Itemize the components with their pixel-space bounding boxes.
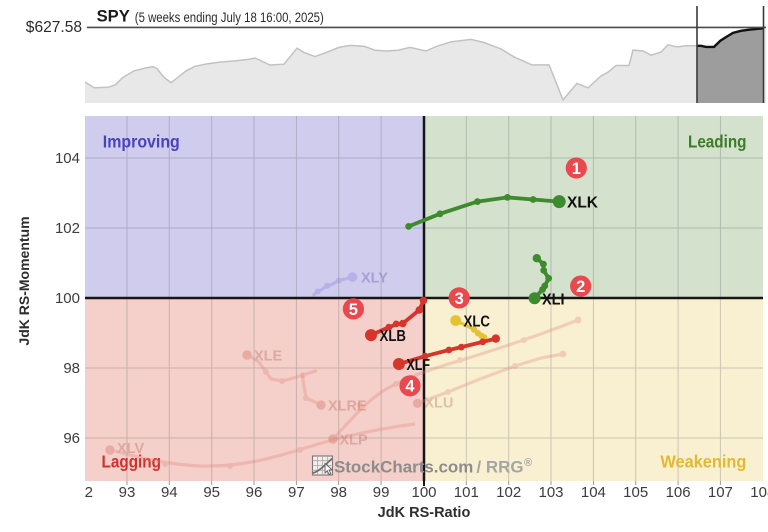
svg-text:96: 96	[63, 430, 80, 447]
svg-text:100: 100	[411, 484, 436, 501]
svg-text:93: 93	[119, 484, 136, 501]
svg-text:5: 5	[349, 301, 358, 319]
svg-text:99: 99	[373, 484, 390, 501]
svg-text:102: 102	[55, 220, 80, 237]
svg-text:Leading: Leading	[688, 132, 747, 152]
svg-text:98: 98	[330, 484, 347, 501]
svg-text:XLV: XLV	[117, 441, 144, 457]
svg-text:StockCharts.com: StockCharts.com	[334, 458, 473, 477]
svg-text:JdK RS-Momentum: JdK RS-Momentum	[16, 216, 32, 345]
svg-text:Weakening: Weakening	[660, 452, 746, 472]
svg-text:/ RRG: / RRG	[477, 458, 524, 477]
svg-text:(5 weeks ending July 18 16:00,: (5 weeks ending July 18 16:00, 2025)	[135, 10, 324, 25]
svg-text:103: 103	[538, 484, 563, 501]
svg-text:104: 104	[581, 484, 606, 501]
svg-text:105: 105	[623, 484, 648, 501]
svg-text:XLU: XLU	[424, 396, 453, 412]
svg-text:XLRE: XLRE	[328, 399, 367, 415]
svg-text:Lagging: Lagging	[102, 452, 162, 472]
svg-text:4: 4	[405, 378, 415, 396]
svg-text:SPY: SPY	[97, 7, 131, 26]
svg-text:100: 100	[55, 290, 80, 307]
svg-text:3: 3	[455, 290, 464, 308]
svg-text:95: 95	[203, 484, 220, 501]
svg-text:JdK RS-Ratio: JdK RS-Ratio	[378, 505, 471, 521]
svg-text:Improving: Improving	[103, 132, 180, 152]
svg-text:XLY: XLY	[361, 271, 388, 287]
svg-text:104: 104	[55, 150, 80, 167]
svg-text:$627.58: $627.58	[26, 19, 82, 36]
svg-text:98: 98	[63, 360, 80, 377]
svg-text:94: 94	[161, 484, 178, 501]
svg-text:106: 106	[666, 484, 691, 501]
svg-text:108: 108	[750, 484, 768, 501]
svg-text:97: 97	[288, 484, 305, 501]
svg-text:92: 92	[76, 484, 93, 501]
svg-text:XLE: XLE	[254, 349, 283, 365]
svg-text:107: 107	[708, 484, 733, 501]
svg-text:XLB: XLB	[380, 328, 407, 345]
svg-text:1: 1	[572, 160, 581, 178]
svg-text:XLF: XLF	[407, 357, 431, 374]
svg-text:XLP: XLP	[340, 433, 369, 449]
svg-text:XLK: XLK	[567, 195, 599, 212]
svg-text:XLC: XLC	[464, 314, 491, 331]
svg-text:®: ®	[524, 457, 532, 469]
svg-text:96: 96	[246, 484, 263, 501]
svg-text:2: 2	[576, 278, 585, 296]
svg-text:101: 101	[454, 484, 479, 501]
svg-text:XLI: XLI	[542, 292, 565, 309]
svg-text:102: 102	[496, 484, 521, 501]
